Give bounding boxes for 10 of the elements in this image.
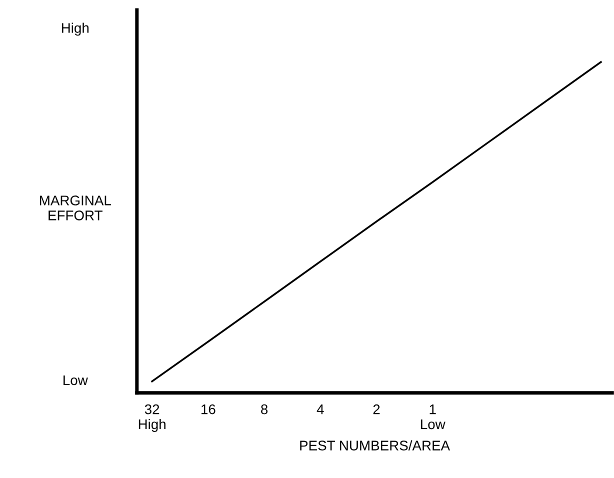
x-tick-label: 2 <box>373 404 380 414</box>
x-tick-label: 8 <box>261 404 268 414</box>
x-tick-label: 32 High <box>138 404 166 432</box>
x-tick-label: 4 <box>316 404 324 414</box>
text: High <box>62 22 89 36</box>
text: Low <box>64 375 88 386</box>
x-tick-label: 1 Low <box>421 404 446 430</box>
x-axis-title: PEST NUMBERS/AREA <box>300 440 450 450</box>
y-axis-title: MARGINAL EFFORT <box>40 196 111 220</box>
x-tick-label: 16 <box>202 404 216 414</box>
